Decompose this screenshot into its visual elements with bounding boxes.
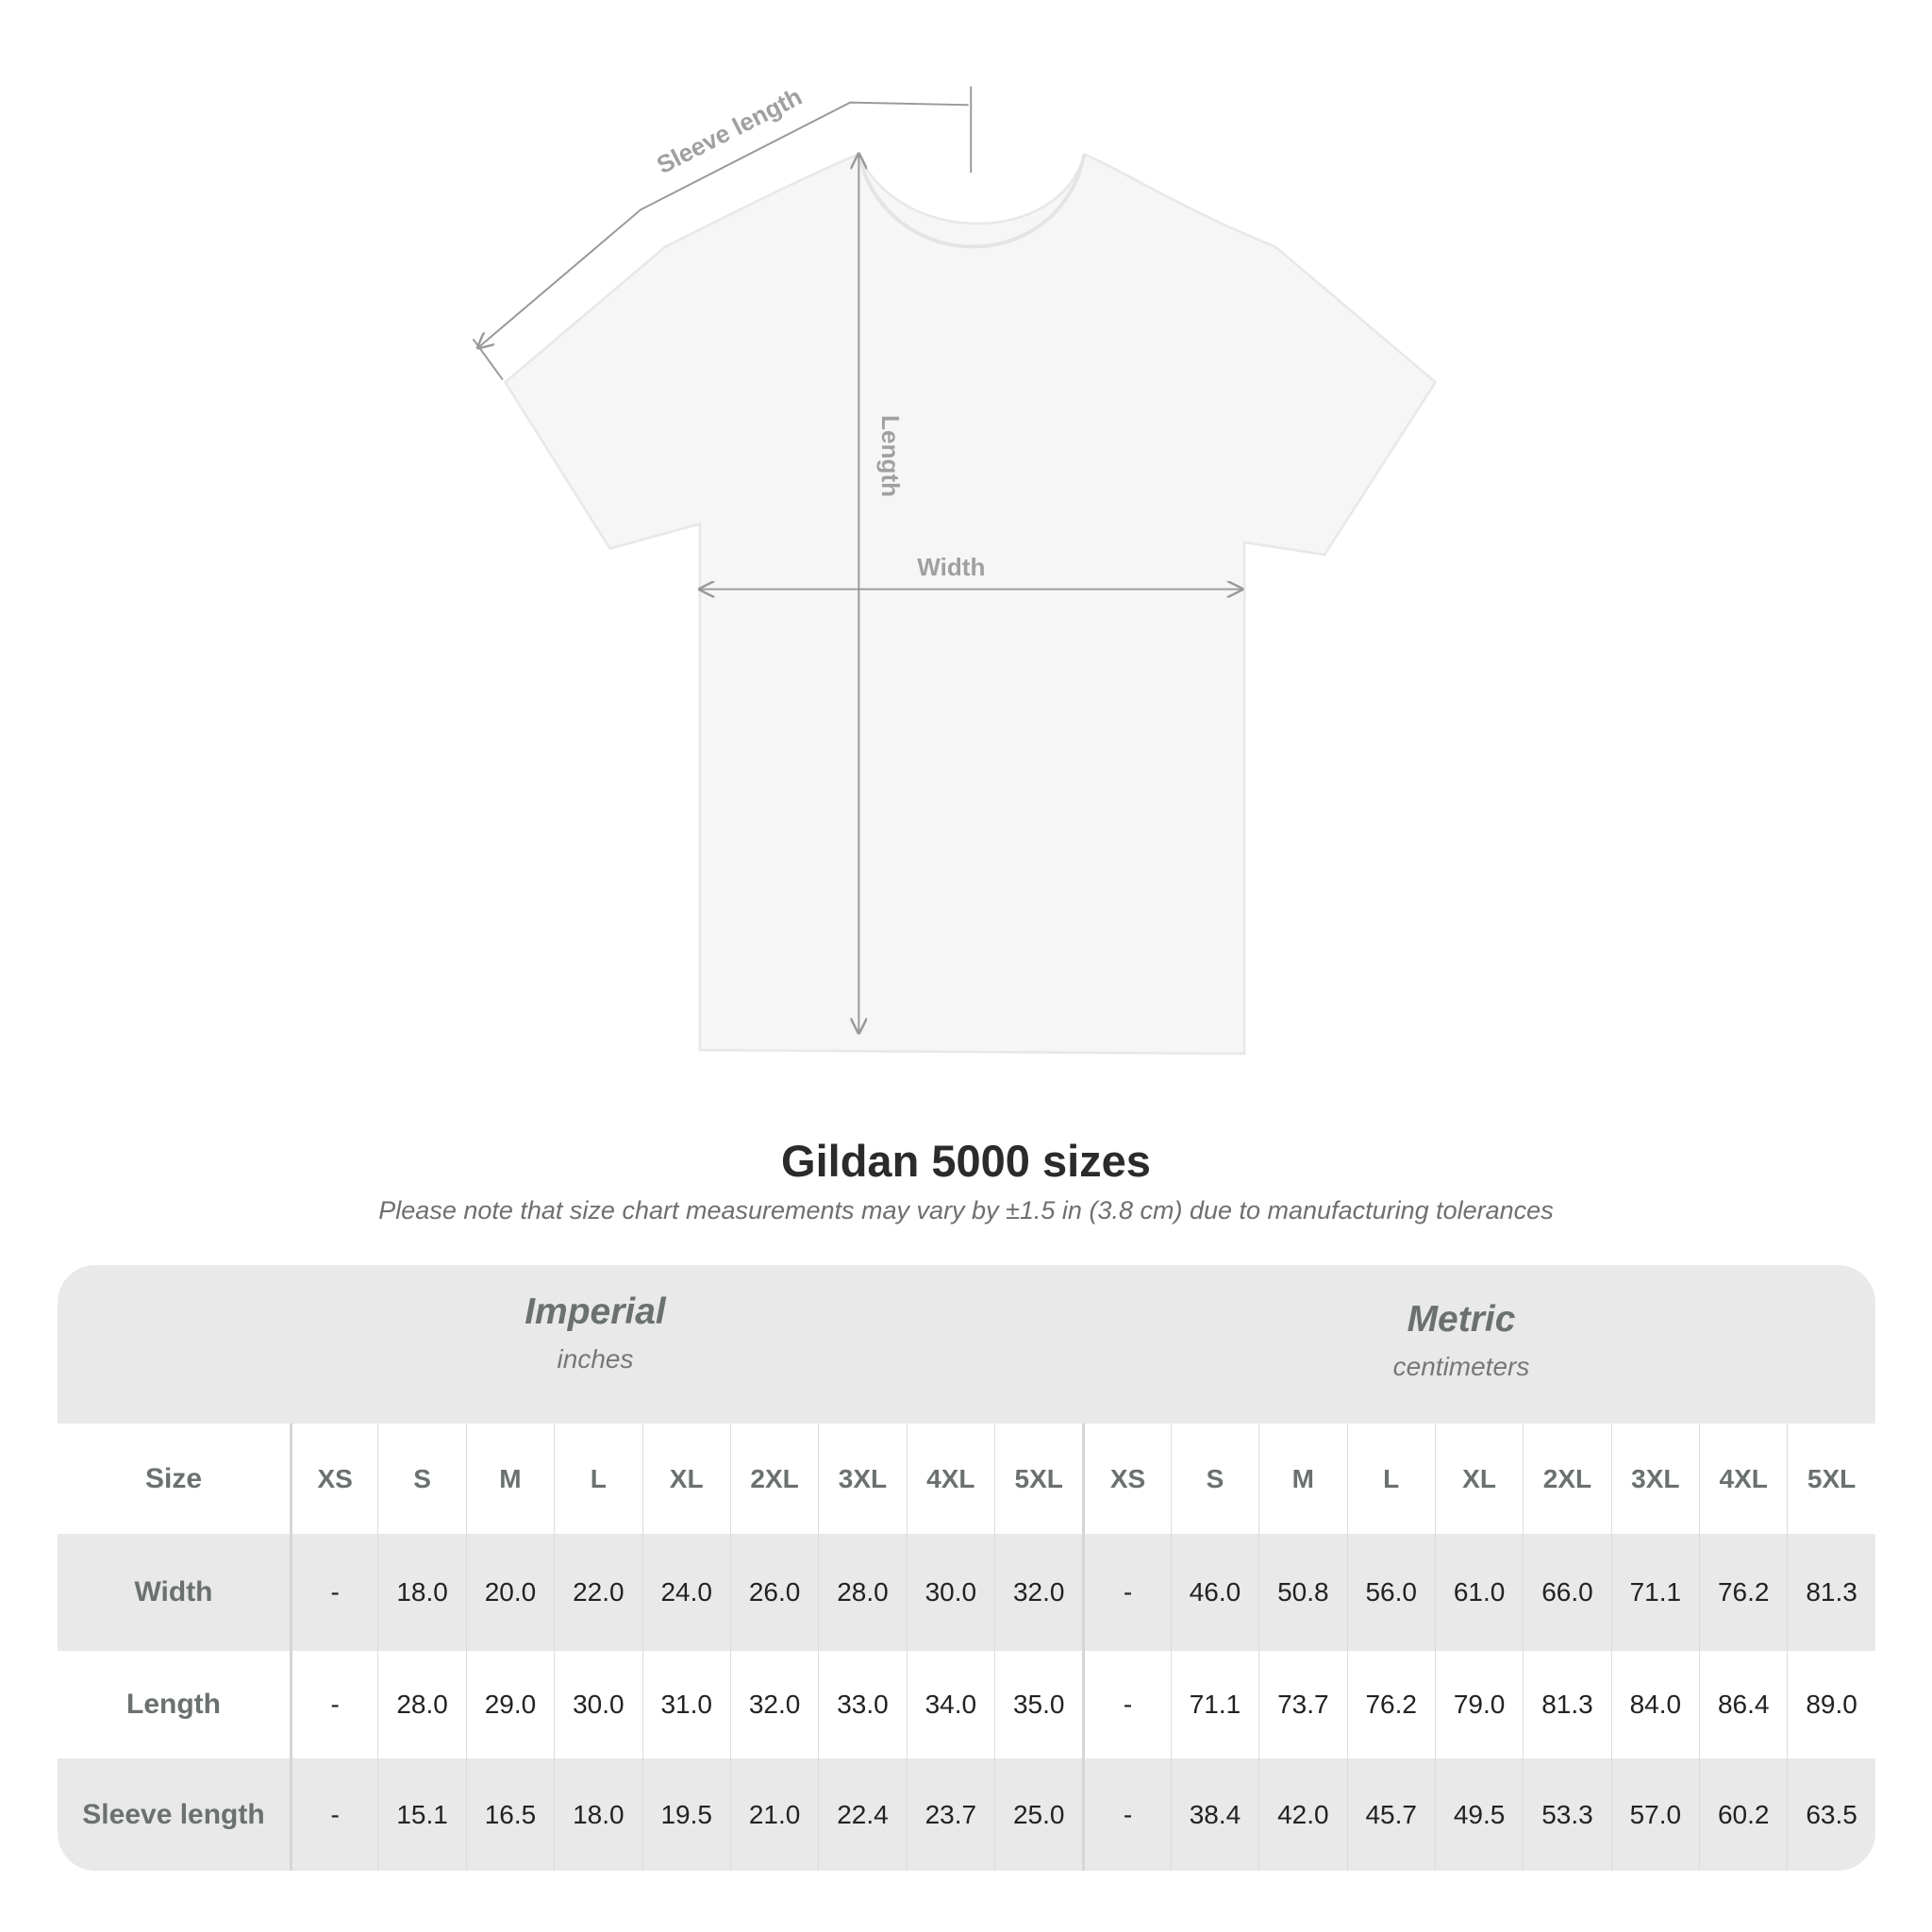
imperial-header: Imperial inches xyxy=(199,1291,991,1374)
metric-size-header: L xyxy=(1346,1424,1435,1534)
metric-value-cell: 49.5 xyxy=(1434,1758,1523,1871)
metric-value-cell: 84.0 xyxy=(1610,1651,1699,1758)
metric-value-cell: 76.2 xyxy=(1346,1651,1435,1758)
metric-value-cell: 63.5 xyxy=(1787,1758,1874,1871)
metric-size-header: 4XL xyxy=(1699,1424,1787,1534)
imperial-value-cell: 25.0 xyxy=(994,1758,1082,1871)
imperial-size-header: 5XL xyxy=(994,1424,1082,1534)
imperial-value-cell: 33.0 xyxy=(818,1651,906,1758)
length-label: Length xyxy=(876,415,905,497)
metric-value-cell: - xyxy=(1082,1651,1170,1758)
imperial-value-cell: 16.5 xyxy=(465,1758,554,1871)
table-row: Width -18.0 20.0 22.0 24.0 26.0 28.0 30.0 32.0-4… xyxy=(58,1534,1875,1651)
imperial-value-cell: 32.0 xyxy=(729,1651,818,1758)
metric-value-cell: 73.7 xyxy=(1258,1651,1346,1758)
metric-value-cell: - xyxy=(1082,1534,1170,1651)
page-title: Gildan 5000 sizes xyxy=(781,1136,1151,1186)
metric-size-header: 2XL xyxy=(1523,1424,1610,1534)
metric-value-cell: 61.0 xyxy=(1434,1534,1523,1651)
imperial-value-cell: 20.0 xyxy=(465,1534,554,1651)
metric-value-cell: 86.4 xyxy=(1699,1651,1787,1758)
imperial-value-cell: 15.1 xyxy=(377,1758,465,1871)
imperial-value-cell: - xyxy=(290,1758,377,1871)
unit-header-band: Imperial inches Metric centimeters xyxy=(58,1265,1875,1424)
metric-value-cell: 71.1 xyxy=(1610,1534,1699,1651)
metric-value-cell: 38.4 xyxy=(1170,1758,1258,1871)
imperial-value-cell: 32.0 xyxy=(994,1534,1082,1651)
imperial-value-cell: 34.0 xyxy=(906,1651,994,1758)
metric-value-cell: 45.7 xyxy=(1346,1758,1435,1871)
metric-value-cell: 66.0 xyxy=(1523,1534,1610,1651)
size-table: Imperial inches Metric centimeters Size X… xyxy=(58,1265,1875,1871)
imperial-size-header: 2XL xyxy=(729,1424,818,1534)
size-row-label: Size xyxy=(144,1462,203,1494)
row-label: Sleeve length xyxy=(82,1798,265,1830)
imperial-value-cell: - xyxy=(290,1534,377,1651)
row-label: Length xyxy=(126,1689,221,1720)
imperial-value-cell: 31.0 xyxy=(641,1651,730,1758)
metric-unit: centimeters xyxy=(1392,1352,1530,1381)
metric-value-cell: 79.0 xyxy=(1434,1651,1523,1758)
metric-value-cell: 71.1 xyxy=(1170,1651,1258,1758)
metric-size-header: 5XL xyxy=(1787,1424,1874,1534)
imperial-value-cell: - xyxy=(290,1651,377,1758)
imperial-size-header: L xyxy=(554,1424,641,1534)
imperial-value-cell: 30.0 xyxy=(906,1534,994,1651)
metric-value-cell: 50.8 xyxy=(1258,1534,1346,1651)
imperial-value-cell: 29.0 xyxy=(465,1651,554,1758)
metric-title: Metric xyxy=(1407,1299,1516,1340)
metric-value-cell: 60.2 xyxy=(1699,1758,1787,1871)
tshirt-shape xyxy=(503,152,1438,1056)
metric-size-header: XS xyxy=(1082,1424,1170,1534)
metric-header: Metric centimeters xyxy=(1065,1299,1857,1382)
imperial-title: Imperial xyxy=(525,1291,666,1332)
sleeve-length-line xyxy=(472,86,973,381)
imperial-unit: inches xyxy=(557,1344,634,1374)
table-row: Length -28.0 29.0 30.0 31.0 32.0 33.0 34.0 35.0-… xyxy=(58,1651,1875,1758)
metric-size-header: M xyxy=(1258,1424,1346,1534)
metric-value-cell: 89.0 xyxy=(1787,1651,1874,1758)
metric-size-header: S xyxy=(1170,1424,1258,1534)
imperial-value-cell: 18.0 xyxy=(377,1534,465,1651)
metric-value-cell: 46.0 xyxy=(1170,1534,1258,1651)
metric-value-cell: 81.3 xyxy=(1787,1534,1874,1651)
tshirt-measurement-diagram: Sleeve length Length Width xyxy=(472,82,1438,1056)
metric-value-cell: 56.0 xyxy=(1346,1534,1435,1651)
imperial-size-header: M xyxy=(465,1424,554,1534)
width-label: Width xyxy=(917,553,985,581)
imperial-value-cell: 30.0 xyxy=(554,1651,641,1758)
imperial-value-cell: 18.0 xyxy=(554,1758,641,1871)
imperial-value-cell: 28.0 xyxy=(377,1651,465,1758)
imperial-size-header: 3XL xyxy=(818,1424,906,1534)
metric-value-cell: 53.3 xyxy=(1523,1758,1610,1871)
imperial-value-cell: 26.0 xyxy=(729,1534,818,1651)
imperial-value-cell: 24.0 xyxy=(641,1534,730,1651)
imperial-value-cell: 23.7 xyxy=(906,1758,994,1871)
tolerance-note: Please note that size chart measurements… xyxy=(378,1196,1554,1224)
imperial-value-cell: 21.0 xyxy=(729,1758,818,1871)
metric-value-cell: - xyxy=(1082,1758,1170,1871)
metric-value-cell: 76.2 xyxy=(1699,1534,1787,1651)
row-label: Width xyxy=(134,1576,213,1607)
imperial-value-cell: 28.0 xyxy=(818,1534,906,1651)
imperial-size-header: XL xyxy=(641,1424,730,1534)
metric-size-header: XL xyxy=(1434,1424,1523,1534)
metric-value-cell: 42.0 xyxy=(1258,1758,1346,1871)
imperial-size-header: 4XL xyxy=(906,1424,994,1534)
imperial-size-header: XS xyxy=(290,1424,377,1534)
imperial-value-cell: 22.4 xyxy=(818,1758,906,1871)
size-header-row: Size XS S M L XL 2XL 3XL 4XL 5XL XS S M L XL 2XL 3XL 4XL 5… xyxy=(58,1424,1875,1534)
metric-size-header: 3XL xyxy=(1610,1424,1699,1534)
imperial-value-cell: 22.0 xyxy=(554,1534,641,1651)
neckline xyxy=(857,154,1087,249)
metric-value-cell: 57.0 xyxy=(1610,1758,1699,1871)
imperial-value-cell: 19.5 xyxy=(641,1758,730,1871)
table-row: Sleeve length -15.1 16.5 18.0 19.5 21.0 22.4 23… xyxy=(58,1758,1875,1871)
imperial-value-cell: 35.0 xyxy=(994,1651,1082,1758)
metric-value-cell: 81.3 xyxy=(1523,1651,1610,1758)
imperial-size-header: S xyxy=(377,1424,465,1534)
